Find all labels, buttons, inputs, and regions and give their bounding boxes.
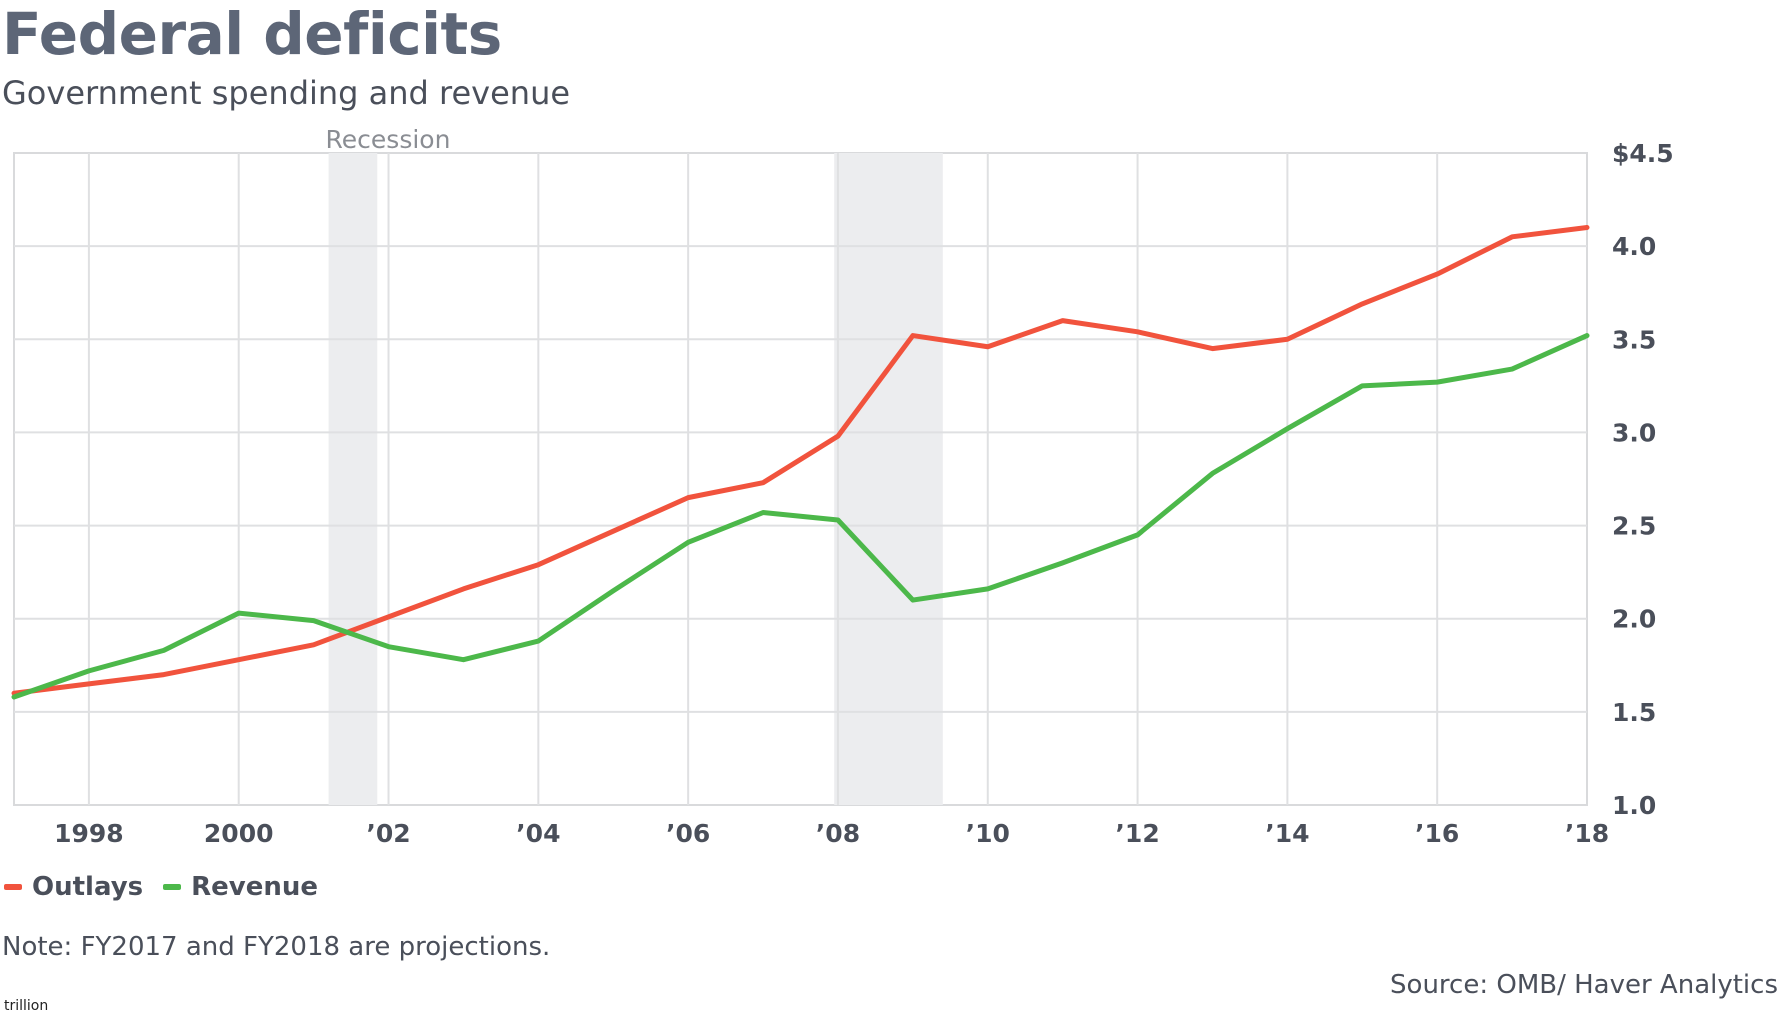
y-tick-label: 1.5: [1612, 698, 1656, 727]
x-tick-label: ’08: [816, 819, 860, 848]
y-tick-label: $4.5: [1612, 139, 1674, 168]
plot-area: [13, 152, 1588, 806]
unit-label: trillion: [4, 998, 49, 1014]
x-axis-ticks: 1998 2000 ’02 ’04 ’06 ’08 ’10 ’12 ’14 ’16 ’18: [54, 819, 1609, 848]
chart-legend: Outlays Revenue: [4, 872, 338, 902]
legend-label-revenue: Revenue: [191, 872, 319, 902]
recession-band: [834, 153, 943, 805]
series-line-revenue: [11, 333, 1590, 700]
x-tick-label: ’14: [1265, 819, 1309, 848]
x-tick-label: ’04: [516, 819, 560, 848]
x-tick-label: 2000: [204, 819, 274, 848]
x-tick-label: ’16: [1415, 819, 1459, 848]
y-tick-label: 3.0: [1612, 418, 1656, 447]
legend-swatch-outlays: [4, 884, 22, 890]
series-lines: [11, 225, 1590, 700]
y-tick-label: 2.5: [1612, 512, 1656, 541]
series-line-outlays: [11, 225, 1590, 696]
recession-band: [328, 153, 378, 805]
x-tick-label: ’10: [966, 819, 1010, 848]
recession-bands: [328, 153, 943, 805]
y-axis-ticks: 1.0 1.5 2.0 2.5 3.0 3.5 4.0 $4.5: [1612, 139, 1674, 820]
gridlines: [14, 153, 1587, 805]
y-tick-label: 2.0: [1612, 605, 1656, 634]
chart-subtitle: Government spending and revenue: [2, 74, 571, 112]
x-tick-label: 1998: [54, 819, 124, 848]
footnote: Note: FY2017 and FY2018 are projections.: [2, 932, 551, 962]
y-tick-label: 1.0: [1612, 791, 1656, 820]
legend-item-revenue: Revenue: [163, 872, 318, 902]
y-tick-label: 4.0: [1612, 232, 1656, 261]
x-tick-label: ’06: [666, 819, 710, 848]
chart-title: Federal deficits: [2, 0, 502, 68]
legend-swatch-revenue: [163, 884, 182, 890]
y-tick-label: 3.5: [1612, 325, 1656, 354]
recession-label: Recession: [326, 125, 451, 154]
x-tick-label: ’18: [1565, 819, 1609, 848]
legend-item-outlays: Outlays: [4, 872, 143, 902]
x-tick-label: ’12: [1115, 819, 1159, 848]
legend-label-outlays: Outlays: [32, 872, 144, 902]
source-credit: Source: OMB/ Haver Analytics: [1390, 970, 1778, 1000]
x-tick-label: ’02: [366, 819, 410, 848]
